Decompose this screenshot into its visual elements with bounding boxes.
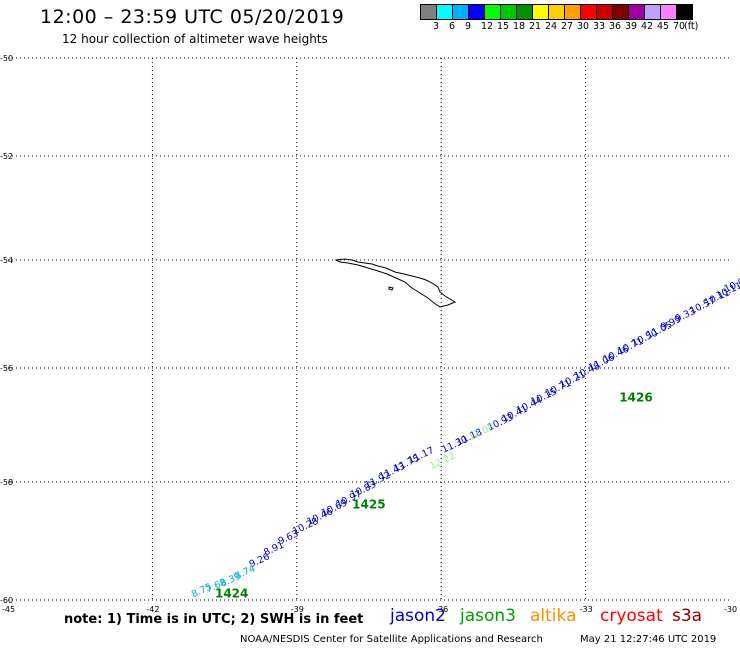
units-note: note: 1) Time is in UTC; 2) SWH is in fe… <box>64 612 364 627</box>
colorbar-label: 45 <box>657 21 670 32</box>
satellite-legend-jason3: jason3 <box>460 606 516 626</box>
satellite-legend-jason2: jason2 <box>390 606 446 626</box>
colorbar-label: 27 <box>561 21 574 32</box>
colorbar-label: 21 <box>529 21 542 32</box>
lat-lon-grid <box>8 57 730 601</box>
south-georgia-coastline <box>334 258 457 308</box>
lat-tick-label: -58 <box>0 478 13 487</box>
wave-height-label: 8.75 <box>190 581 214 600</box>
wave-height-label: 12.08 <box>467 422 496 443</box>
altimeter-points: 9.268.919.6310.2810.4610.6910.9710.8311.… <box>190 274 740 601</box>
lon-tick-label: -42 <box>146 605 159 614</box>
colorbar-label: 24 <box>545 21 558 32</box>
satellite-legend-altika: altika <box>530 606 577 626</box>
colorbar-label: 39 <box>625 21 638 32</box>
satellite-legend-cryosat: cryosat <box>600 606 663 626</box>
lon-tick-label: -45 <box>2 605 15 614</box>
colorbar-label: 12 <box>481 21 494 32</box>
lon-tick-label: -39 <box>291 605 304 614</box>
map-title: 12:00 – 23:59 UTC 05/20/2019 <box>40 6 345 28</box>
lon-tick-label: -36 <box>435 605 448 614</box>
lon-tick-label: -30 <box>724 605 737 614</box>
satellite-legend-s3a: s3a <box>672 606 703 626</box>
south-georgia-islet <box>388 286 394 291</box>
lat-tick-label: -50 <box>0 54 13 63</box>
lon-tick-label: -33 <box>580 605 593 614</box>
colorbar-label: 33 <box>593 21 606 32</box>
pass-time-label: 1424 <box>215 587 248 601</box>
lat-tick-label: -60 <box>0 596 13 605</box>
colorbar-label: (ft) <box>684 21 699 32</box>
pass-time-label: 1425 <box>352 498 385 512</box>
lat-tick-label: -54 <box>0 256 13 265</box>
colorbar-label: 15 <box>497 21 510 32</box>
axis-labels: -50 -52 -54 -56 -58 -60-45 -42 -39 -36 -33 -30 <box>0 54 737 614</box>
colorbar-label: 36 <box>609 21 622 32</box>
colorbar-label: 30 <box>577 21 590 32</box>
credit-line: NOAA/NESDIS Center for Satellite Applica… <box>240 634 543 645</box>
colorbar-swatch <box>676 4 693 20</box>
colorbar <box>420 4 693 20</box>
colorbar-label: 18 <box>513 21 526 32</box>
pass-time-label: 1426 <box>619 391 652 405</box>
colorbar-label: 42 <box>641 21 654 32</box>
lat-tick-label: -52 <box>0 152 13 161</box>
map-subtitle: 12 hour collection of altimeter wave hei… <box>62 32 328 46</box>
colorbar-label: 9 <box>465 21 472 32</box>
colorbar-label: 6 <box>449 21 456 32</box>
generated-timestamp: May 21 12:27:46 UTC 2019 <box>580 634 717 645</box>
colorbar-label: 70 <box>673 21 686 32</box>
colorbar-label: 3 <box>433 21 440 32</box>
lat-tick-label: -56 <box>0 364 13 373</box>
